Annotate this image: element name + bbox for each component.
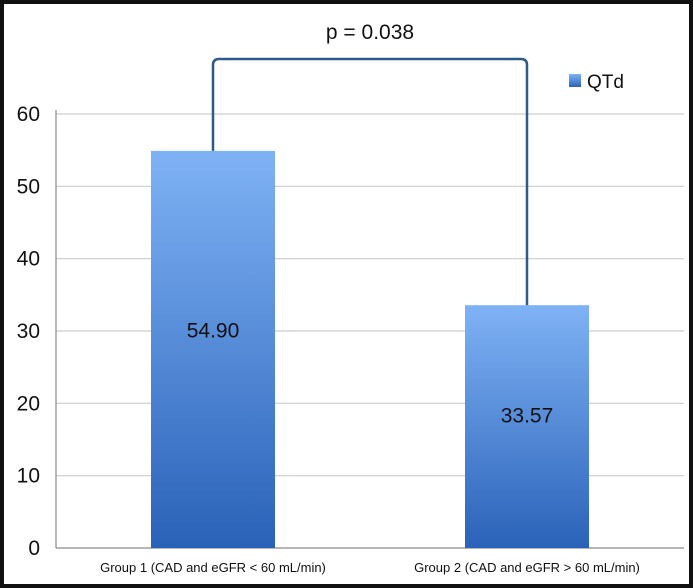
y-tick-label: 10 bbox=[17, 465, 40, 488]
bars bbox=[151, 150, 589, 548]
bar-value-label: 33.57 bbox=[501, 404, 554, 427]
axes bbox=[55, 110, 684, 549]
y-tick-label: 60 bbox=[17, 103, 40, 126]
labels: 0 10 20 30 40 50 60 54.90 Group 1 (CAD and eGFR … bbox=[17, 103, 640, 575]
y-tick-label: 0 bbox=[28, 537, 40, 560]
bar-chart: 0 10 20 30 40 50 60 54.90 Group 1 (CAD and eGFR … bbox=[17, 21, 684, 575]
x-category-label: Group 1 (CAD and eGFR < 60 mL/min) bbox=[100, 560, 326, 575]
p-value-label: p = 0.038 bbox=[326, 21, 414, 44]
y-tick-label: 40 bbox=[17, 248, 40, 271]
significance-annotation: p = 0.038 bbox=[211, 21, 529, 306]
legend-swatch bbox=[569, 74, 581, 87]
legend-label: QTd bbox=[587, 72, 624, 93]
bar-value-label: 54.90 bbox=[187, 320, 240, 343]
x-category-label: Group 2 (CAD and eGFR > 60 mL/min) bbox=[414, 560, 640, 575]
y-tick-label: 50 bbox=[17, 175, 40, 198]
y-tick-label: 20 bbox=[17, 392, 40, 415]
y-tick-label: 30 bbox=[17, 320, 40, 343]
legend: QTd bbox=[569, 72, 624, 93]
gridlines bbox=[56, 113, 684, 477]
bar bbox=[151, 150, 275, 548]
significance-bracket bbox=[211, 57, 529, 306]
bar bbox=[465, 305, 589, 548]
